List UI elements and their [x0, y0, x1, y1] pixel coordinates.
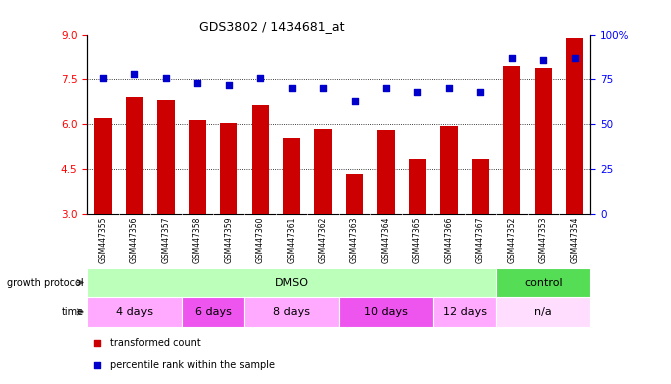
Text: GSM447356: GSM447356: [130, 217, 139, 263]
Bar: [535, 68, 552, 214]
Bar: [346, 174, 363, 214]
Point: [97, 74, 108, 81]
Text: transformed count: transformed count: [110, 338, 201, 348]
Point: [160, 74, 171, 81]
Bar: [496, 297, 590, 326]
Text: 12 days: 12 days: [443, 307, 486, 317]
Text: percentile rank within the sample: percentile rank within the sample: [110, 360, 275, 370]
Point: [349, 98, 360, 104]
Text: 10 days: 10 days: [364, 307, 408, 317]
Text: GSM447360: GSM447360: [256, 217, 265, 263]
Bar: [252, 105, 269, 214]
Bar: [440, 126, 458, 214]
Text: GSM447355: GSM447355: [99, 217, 107, 263]
Point: [570, 55, 580, 61]
Point: [287, 85, 297, 91]
Bar: [566, 38, 583, 214]
Bar: [503, 66, 521, 214]
Point: [380, 85, 391, 91]
Bar: [283, 138, 301, 214]
Text: 8 days: 8 days: [273, 307, 310, 317]
Point: [255, 74, 266, 81]
Bar: [244, 297, 339, 326]
Point: [318, 85, 329, 91]
Text: 6 days: 6 days: [195, 307, 231, 317]
Bar: [157, 101, 174, 214]
Point: [444, 85, 454, 91]
Point: [412, 89, 423, 95]
Bar: [377, 131, 395, 214]
Text: GSM447352: GSM447352: [507, 217, 517, 263]
Point: [92, 362, 103, 368]
Point: [192, 80, 203, 86]
Point: [507, 55, 517, 61]
Text: GDS3802 / 1434681_at: GDS3802 / 1434681_at: [199, 20, 344, 33]
Bar: [409, 159, 426, 214]
Bar: [87, 268, 496, 297]
Text: GSM447353: GSM447353: [539, 217, 548, 263]
Text: GSM447358: GSM447358: [193, 217, 202, 263]
Text: GSM447361: GSM447361: [287, 217, 296, 263]
Bar: [472, 159, 489, 214]
Bar: [315, 129, 331, 214]
Text: GSM447362: GSM447362: [319, 217, 327, 263]
Text: GSM447367: GSM447367: [476, 217, 485, 263]
Text: GSM447365: GSM447365: [413, 217, 422, 263]
Text: GSM447366: GSM447366: [444, 217, 454, 263]
Text: 4 days: 4 days: [116, 307, 153, 317]
Bar: [496, 268, 590, 297]
Point: [223, 82, 234, 88]
Text: time: time: [62, 307, 84, 317]
Text: n/a: n/a: [534, 307, 552, 317]
Text: control: control: [524, 278, 562, 288]
Point: [538, 57, 549, 63]
Bar: [95, 118, 111, 214]
Text: GSM447364: GSM447364: [382, 217, 391, 263]
Text: growth protocol: growth protocol: [7, 278, 84, 288]
Bar: [433, 297, 496, 326]
Text: GSM447359: GSM447359: [224, 217, 234, 263]
Bar: [125, 98, 143, 214]
Text: GSM447363: GSM447363: [350, 217, 359, 263]
Bar: [87, 297, 182, 326]
Point: [129, 71, 140, 77]
Point: [475, 89, 486, 95]
Bar: [189, 120, 206, 214]
Text: DMSO: DMSO: [274, 278, 309, 288]
Bar: [220, 123, 238, 214]
Bar: [339, 297, 433, 326]
Bar: [182, 297, 244, 326]
Text: GSM447357: GSM447357: [161, 217, 170, 263]
Point: [92, 340, 103, 346]
Text: GSM447354: GSM447354: [570, 217, 579, 263]
